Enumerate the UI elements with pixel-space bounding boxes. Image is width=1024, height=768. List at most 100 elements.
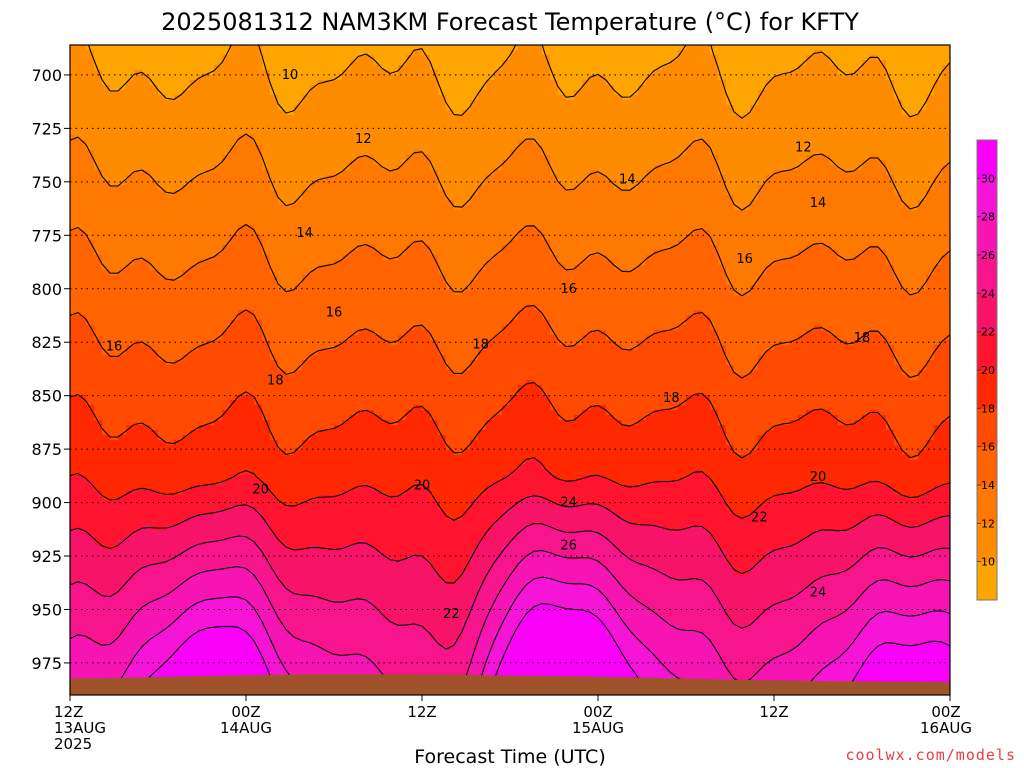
temperature-cell: [526, 215, 535, 221]
temperature-cell: [502, 210, 511, 216]
temperature-cell: [142, 235, 151, 241]
temperature-cell: [78, 235, 87, 241]
temperature-cell: [238, 70, 247, 76]
temperature-cell: [670, 90, 679, 96]
temperature-cell: [302, 165, 311, 171]
temperature-cell: [886, 115, 895, 121]
temperature-cell: [78, 110, 87, 116]
temperature-cell: [406, 105, 415, 111]
temperature-cell: [846, 110, 855, 116]
temperature-cell: [222, 120, 231, 126]
temperature-cell: [526, 85, 535, 91]
temperature-cell: [518, 145, 527, 151]
temperature-cell: [942, 60, 950, 66]
temperature-cell: [454, 105, 463, 111]
temperature-cell: [262, 135, 271, 141]
temperature-cell: [374, 155, 383, 161]
temperature-cell: [254, 80, 263, 86]
temperature-cell: [862, 100, 871, 106]
temperature-cell: [750, 140, 759, 146]
temperature-cell: [830, 220, 839, 226]
temperature-cell: [94, 175, 103, 181]
temperature-cell: [822, 45, 831, 51]
temperature-cell: [334, 90, 343, 96]
temperature-cell: [422, 90, 431, 96]
temperature-cell: [566, 100, 575, 106]
temperature-cell: [270, 255, 279, 261]
temperature-cell: [446, 210, 455, 216]
temperature-cell: [678, 80, 687, 86]
temperature-cell: [814, 170, 823, 176]
temperature-cell: [214, 125, 223, 131]
temperature-cell: [158, 190, 167, 196]
temperature-cell: [454, 95, 463, 101]
temperature-cell: [830, 175, 839, 181]
temperature-cell: [886, 205, 895, 211]
temperature-cell: [350, 145, 359, 151]
temperature-cell: [558, 190, 567, 196]
temperature-cell: [622, 230, 631, 236]
temperature-cell: [718, 120, 727, 126]
temperature-cell: [662, 155, 671, 161]
temperature-cell: [302, 80, 311, 86]
temperature-cell: [358, 75, 367, 81]
temperature-cell: [310, 225, 319, 231]
temperature-cell: [734, 210, 743, 216]
temperature-cell: [550, 235, 559, 241]
temperature-cell: [614, 250, 623, 256]
temperature-cell: [718, 155, 727, 161]
temperature-cell: [542, 170, 551, 176]
temperature-cell: [70, 170, 79, 176]
temperature-cell: [110, 240, 119, 246]
temperature-cell: [510, 150, 519, 156]
temperature-cell: [814, 55, 823, 61]
temperature-cell: [526, 125, 535, 131]
temperature-cell: [70, 75, 79, 81]
temperature-cell: [342, 270, 351, 276]
temperature-cell: [798, 115, 807, 121]
temperature-cell: [510, 130, 519, 136]
temperature-cell: [518, 60, 527, 66]
temperature-cell: [830, 90, 839, 96]
temperature-cell: [870, 235, 879, 241]
temperature-cell: [422, 180, 431, 186]
temperature-cell: [262, 75, 271, 81]
temperature-cell: [646, 185, 655, 191]
temperature-cell: [774, 155, 783, 161]
temperature-cell: [166, 100, 175, 106]
temperature-cell: [110, 55, 119, 61]
temperature-cell: [246, 70, 255, 76]
temperature-cell: [942, 260, 950, 266]
temperature-cell: [678, 255, 687, 261]
temperature-cell: [470, 200, 479, 206]
temperature-cell: [846, 60, 855, 66]
temperature-cell: [566, 255, 575, 261]
temperature-cell: [710, 100, 719, 106]
temperature-cell: [734, 60, 743, 66]
temperature-cell: [806, 240, 815, 246]
temperature-cell: [366, 215, 375, 221]
temperature-cell: [502, 150, 511, 156]
temperature-cell: [350, 75, 359, 81]
temperature-cell: [494, 50, 503, 56]
temperature-cell: [526, 45, 535, 51]
temperature-cell: [390, 235, 399, 241]
temperature-cell: [326, 145, 335, 151]
temperature-cell: [590, 85, 599, 91]
temperature-cell: [358, 200, 367, 206]
temperature-cell: [550, 45, 559, 51]
temperature-cell: [662, 180, 671, 186]
temperature-cell: [838, 150, 847, 156]
temperature-cell: [774, 45, 783, 51]
temperature-cell: [734, 180, 743, 186]
temperature-cell: [478, 205, 487, 211]
temperature-cell: [550, 95, 559, 101]
temperature-cell: [342, 105, 351, 111]
temperature-cell: [422, 250, 431, 256]
temperature-cell: [870, 265, 879, 271]
temperature-cell: [382, 180, 391, 186]
temperature-cell: [454, 260, 463, 266]
temperature-cell: [566, 170, 575, 176]
temperature-cell: [390, 125, 399, 131]
temperature-cell: [278, 180, 287, 186]
